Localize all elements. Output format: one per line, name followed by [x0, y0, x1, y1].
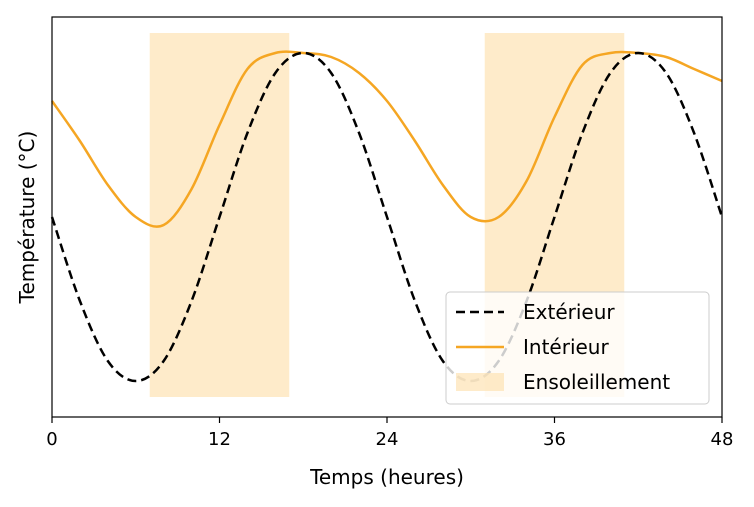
x-axis-ticks: 0 12 24 36 48 [46, 417, 733, 450]
x-tick-label: 48 [711, 429, 734, 450]
legend-box [445, 291, 710, 405]
legend-swatch-ensoleillement [456, 373, 504, 391]
legend-label-ensoleillement: Ensoleillement [523, 370, 670, 394]
legend-label-interieur: Intérieur [523, 335, 609, 359]
x-tick-label: 24 [376, 429, 399, 450]
x-tick-label: 12 [208, 429, 231, 450]
x-axis-label: Temps (heures) [309, 465, 464, 489]
shaded-regions [149, 33, 625, 397]
series-line-interieur [50, 50, 723, 228]
y-axis-label: Température (°C) [15, 131, 39, 305]
legend: Extérieur Intérieur Ensoleillement [445, 291, 710, 405]
series-line-exterieur [50, 51, 724, 383]
x-tick-label: 36 [543, 429, 566, 450]
x-tick-label: 0 [46, 429, 57, 450]
series-lines [50, 50, 724, 383]
legend-label-exterieur: Extérieur [523, 300, 615, 324]
